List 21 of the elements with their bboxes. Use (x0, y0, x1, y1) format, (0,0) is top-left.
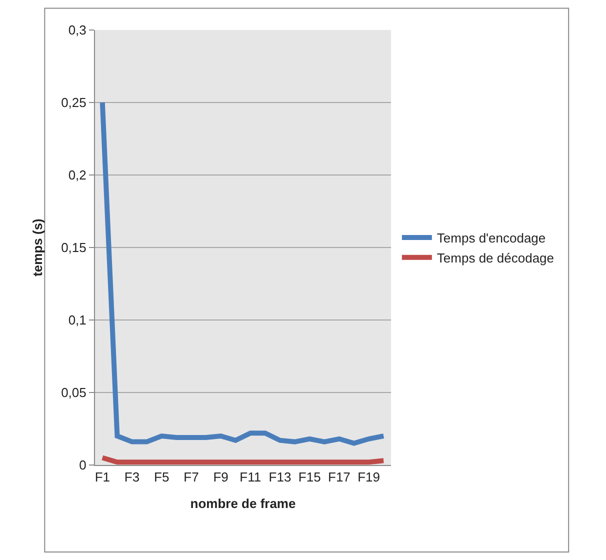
legend-label: Temps de décodage (436, 250, 554, 266)
y-axis-title: temps (s) (30, 218, 46, 276)
y-tick-label: 0 (79, 458, 86, 473)
x-axis-title: nombre de frame (190, 496, 296, 512)
y-tick-label: 0,15 (61, 240, 86, 256)
y-tick-label: 0,1 (68, 312, 86, 328)
y-tick-label: 0,2 (68, 168, 86, 183)
y-tick-label: 0,3 (68, 22, 86, 38)
y-tick-label: 0,05 (61, 385, 86, 400)
x-tick-label: F19 (358, 470, 380, 485)
x-tick-label: F5 (154, 470, 170, 485)
x-tick-label: F9 (213, 470, 228, 485)
x-tick-label: F3 (124, 470, 140, 485)
x-tick-label: F11 (240, 470, 262, 485)
legend-label: Temps d'encodage (436, 230, 546, 246)
y-tick-label: 0,25 (61, 95, 86, 110)
x-tick-label: F15 (298, 470, 321, 485)
x-tick-label: F7 (184, 470, 199, 485)
x-tick-label: F1 (94, 470, 110, 485)
x-tick-label: F13 (268, 470, 292, 485)
x-tick-label: F17 (328, 470, 350, 485)
